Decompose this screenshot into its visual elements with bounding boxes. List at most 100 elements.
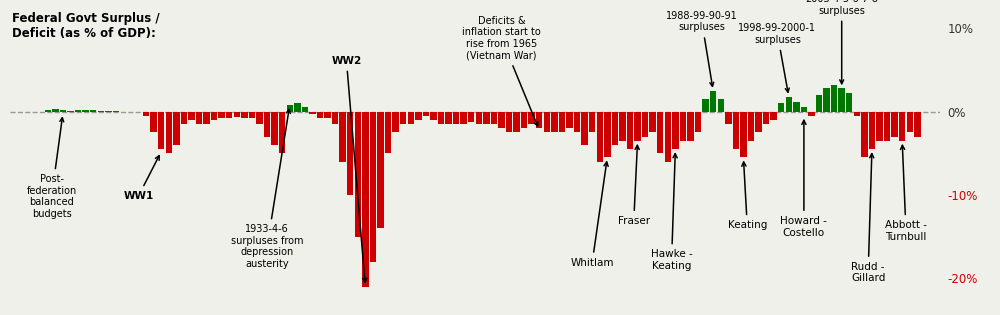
Bar [801,107,807,112]
Bar [506,112,512,133]
Bar [294,103,301,112]
Bar [733,112,739,149]
Bar [551,112,558,133]
Bar [672,112,679,149]
Bar [90,110,96,112]
Bar [574,112,580,133]
Bar [612,112,618,145]
Bar [634,112,641,141]
Bar [271,112,278,145]
Bar [710,91,716,112]
Bar [67,111,74,112]
Bar [914,112,921,137]
Bar [528,112,535,124]
Bar [476,112,482,124]
Bar [513,112,520,133]
Bar [105,111,112,112]
Text: Post-
federation
balanced
budgets: Post- federation balanced budgets [26,118,77,219]
Bar [899,112,905,141]
Text: 1988-99-90-91
surpluses: 1988-99-90-91 surpluses [666,11,738,86]
Bar [891,112,898,137]
Bar [264,112,270,137]
Bar [52,109,59,112]
Bar [196,112,202,124]
Bar [581,112,588,145]
Bar [566,112,573,128]
Bar [861,112,868,158]
Bar [324,112,331,118]
Bar [702,99,709,112]
Text: 1933-4-6
surpluses from
depression
austerity: 1933-4-6 surpluses from depression auste… [231,109,303,269]
Bar [483,112,490,124]
Bar [400,112,406,124]
Bar [695,112,701,133]
Bar [619,112,626,141]
Bar [604,112,611,158]
Bar [408,112,414,124]
Bar [241,112,248,118]
Bar [60,110,66,112]
Bar [317,112,323,118]
Bar [438,112,444,124]
Bar [680,112,686,141]
Bar [113,111,119,112]
Bar [491,112,497,124]
Bar [188,112,195,120]
Bar [589,112,595,133]
Bar [748,112,754,141]
Bar [355,112,361,237]
Bar [166,112,172,153]
Bar [536,112,542,128]
Bar [846,93,852,112]
Bar [279,112,285,153]
Bar [453,112,459,124]
Bar [377,112,384,228]
Bar [203,112,210,124]
Bar [181,112,187,124]
Bar [838,88,845,112]
Bar [521,112,527,128]
Text: Hawke -
Keating: Hawke - Keating [651,154,692,271]
Bar [725,112,732,124]
Text: Keating: Keating [728,162,767,230]
Text: 2003-4-5-6-7-8
surpluses: 2003-4-5-6-7-8 surpluses [805,0,878,84]
Bar [430,112,437,120]
Bar [150,112,157,133]
Bar [544,112,550,133]
Bar [339,112,346,162]
Bar [332,112,338,124]
Bar [718,99,724,112]
Bar [392,112,399,133]
Bar [876,112,883,141]
Text: Deficits &
inflation start to
rise from 1965
(Vietnam War): Deficits & inflation start to rise from … [462,16,541,126]
Text: Howard -
Costello: Howard - Costello [780,120,827,238]
Bar [211,112,217,120]
Bar [468,112,474,122]
Bar [234,112,240,117]
Bar [869,112,875,149]
Text: Fraser: Fraser [618,145,650,226]
Bar [793,102,800,112]
Bar [302,106,308,112]
Bar [309,112,316,114]
Bar [256,112,263,124]
Bar [559,112,565,133]
Bar [627,112,633,149]
Bar [823,88,830,112]
Bar [143,112,149,116]
Bar [415,112,422,120]
Bar [226,112,232,118]
Bar [816,95,822,112]
Bar [854,112,860,116]
Bar [445,112,452,124]
Bar [755,112,762,133]
Bar [45,110,51,112]
Text: WW2: WW2 [331,56,367,282]
Text: Rudd -
Gillard: Rudd - Gillard [851,154,885,284]
Bar [423,112,429,116]
Bar [385,112,391,153]
Bar [460,112,467,124]
Bar [362,112,369,287]
Bar [657,112,663,153]
Bar [778,103,784,112]
